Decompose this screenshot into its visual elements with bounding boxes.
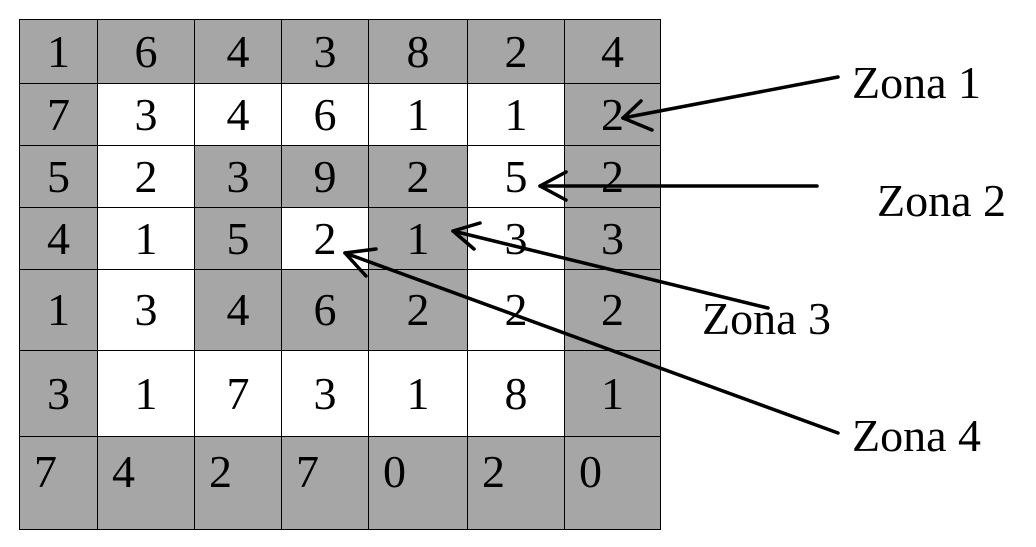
zona-3-label: Zona 3 [702, 296, 831, 342]
grid-cell: 1 [20, 270, 98, 351]
zona-4-label: Zona 4 [852, 413, 981, 459]
grid-cell: 2 [565, 146, 661, 208]
grid-cell: 4 [98, 437, 195, 530]
grid-cell: 3 [98, 270, 195, 351]
grid-cell: 2 [195, 437, 282, 530]
grid-cell: 4 [195, 20, 282, 84]
grid-cell: 1 [369, 351, 468, 437]
grid-cell: 2 [369, 146, 468, 208]
grid-cell: 7 [195, 351, 282, 437]
zona-2-label: Zona 2 [877, 178, 1006, 224]
grid-cell: 3 [20, 351, 98, 437]
grid-cell: 1 [369, 84, 468, 146]
grid-cell: 2 [565, 270, 661, 351]
grid-cell: 6 [98, 20, 195, 84]
grid-cell: 7 [282, 437, 369, 530]
grid-cell: 2 [468, 270, 565, 351]
grid-cell: 2 [98, 146, 195, 208]
grid-cell: 8 [468, 351, 565, 437]
grid-cell: 1 [98, 351, 195, 437]
grid-cell: 2 [282, 208, 369, 270]
grid-cell: 1 [565, 351, 661, 437]
grid-cell: 4 [565, 20, 661, 84]
grid-cell: 4 [20, 208, 98, 270]
grid-cell: 3 [282, 20, 369, 84]
grid-cell: 6 [282, 270, 369, 351]
grid-cell: 3 [468, 208, 565, 270]
grid-cell: 7 [20, 437, 98, 530]
grid-cell: 1 [98, 208, 195, 270]
grid-cell: 0 [369, 437, 468, 530]
grid-cell: 1 [369, 208, 468, 270]
grid-cell: 5 [195, 208, 282, 270]
grid-cell: 7 [20, 84, 98, 146]
grid-cell: 4 [195, 84, 282, 146]
grid-cell: 0 [565, 437, 661, 530]
grid-cell: 3 [98, 84, 195, 146]
grid-cell: 3 [565, 208, 661, 270]
grid-cell: 8 [369, 20, 468, 84]
grid-cell: 5 [468, 146, 565, 208]
grid-cell: 1 [20, 20, 98, 84]
grid-cell: 1 [468, 84, 565, 146]
grid-cell: 6 [282, 84, 369, 146]
grid-cell: 4 [195, 270, 282, 351]
zona-1-label: Zona 1 [852, 60, 981, 106]
grid-cell: 2 [369, 270, 468, 351]
grid-cell: 3 [195, 146, 282, 208]
grid-cell: 2 [468, 437, 565, 530]
grid-cell: 2 [565, 84, 661, 146]
grid-cell: 3 [282, 351, 369, 437]
grid-cell: 5 [20, 146, 98, 208]
grid-cell: 9 [282, 146, 369, 208]
grid-cell: 2 [468, 20, 565, 84]
